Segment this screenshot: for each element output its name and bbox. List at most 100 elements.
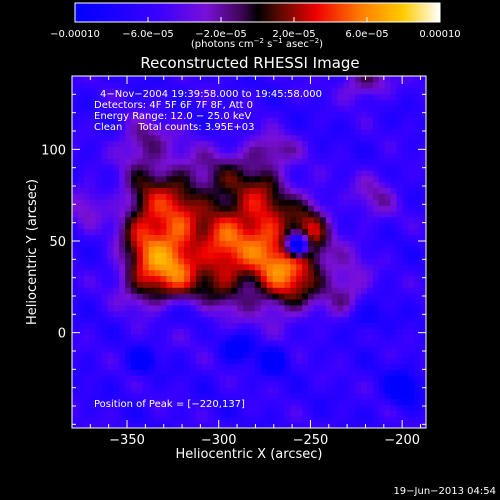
heatmap-cell bbox=[278, 345, 285, 353]
heatmap-cell bbox=[384, 398, 392, 406]
heatmap-cell bbox=[83, 175, 91, 183]
heatmap-cell bbox=[131, 93, 138, 101]
heatmap-cell bbox=[408, 357, 415, 365]
heatmap-cell bbox=[178, 199, 185, 206]
heatmap-cell bbox=[319, 158, 327, 165]
heatmap-cell bbox=[349, 105, 356, 112]
heatmap-cell bbox=[225, 240, 232, 247]
heatmap-cell bbox=[131, 392, 138, 400]
heatmap-cell bbox=[272, 76, 280, 83]
heatmap-cell bbox=[254, 386, 262, 394]
heatmap-cell bbox=[260, 281, 268, 288]
heatmap-cell bbox=[402, 105, 409, 112]
heatmap-cell bbox=[219, 158, 226, 165]
heatmap-cell bbox=[284, 363, 291, 370]
heatmap-cell bbox=[414, 275, 421, 282]
heatmap-cell bbox=[290, 140, 297, 147]
heatmap-cell bbox=[231, 263, 238, 271]
heatmap-cell bbox=[296, 199, 303, 206]
heatmap-cell bbox=[83, 228, 91, 235]
heatmap-cell bbox=[325, 128, 333, 136]
heatmap-cell bbox=[266, 310, 274, 318]
heatmap-cell bbox=[272, 275, 280, 282]
heatmap-cell bbox=[166, 257, 173, 265]
heatmap-cell bbox=[237, 93, 244, 101]
heatmap-cell bbox=[249, 298, 256, 306]
heatmap-cell bbox=[231, 357, 238, 365]
heatmap-cell bbox=[302, 287, 309, 294]
heatmap-cell bbox=[207, 158, 215, 165]
heatmap-cell bbox=[107, 216, 114, 224]
heatmap-cell bbox=[325, 281, 333, 288]
heatmap-cell bbox=[284, 216, 291, 224]
heatmap-cell bbox=[278, 199, 285, 206]
heatmap-cell bbox=[219, 140, 226, 147]
heatmap-cell bbox=[402, 422, 409, 428]
heatmap-cell bbox=[296, 222, 303, 230]
heatmap-cell bbox=[172, 240, 179, 247]
heatmap-cell bbox=[77, 281, 85, 288]
heatmap-cell bbox=[119, 334, 126, 341]
heatmap-cell bbox=[361, 99, 368, 106]
heatmap-cell bbox=[402, 275, 409, 282]
heatmap-cell bbox=[148, 392, 156, 400]
heatmap-cell bbox=[125, 375, 132, 382]
heatmap-cell bbox=[95, 298, 103, 306]
heatmap-cell bbox=[160, 175, 167, 183]
heatmap-cell bbox=[302, 375, 309, 382]
heatmap-cell bbox=[372, 111, 380, 118]
heatmap-cell bbox=[184, 234, 191, 241]
heatmap-cell bbox=[372, 205, 380, 212]
heatmap-cell bbox=[361, 117, 368, 124]
heatmap-cell bbox=[284, 81, 291, 89]
heatmap-cell bbox=[213, 93, 221, 101]
heatmap-cell bbox=[201, 81, 209, 89]
heatmap-cell bbox=[319, 257, 327, 265]
heatmap-cell bbox=[195, 216, 203, 224]
heatmap-cell bbox=[313, 363, 321, 370]
heatmap-cell bbox=[148, 422, 156, 428]
heatmap-cell bbox=[372, 252, 380, 259]
heatmap-cell bbox=[313, 240, 321, 247]
heatmap-cell bbox=[219, 345, 226, 353]
heatmap-cell bbox=[225, 386, 232, 394]
heatmap-cell bbox=[296, 392, 303, 400]
heatmap-cell bbox=[113, 105, 120, 112]
heatmap-cell bbox=[160, 128, 167, 136]
heatmap-cell bbox=[408, 269, 415, 277]
heatmap-cell bbox=[308, 363, 315, 370]
heatmap-cell bbox=[243, 269, 250, 277]
heatmap-cell bbox=[331, 81, 339, 89]
heatmap-cell bbox=[254, 375, 262, 382]
heatmap-cell bbox=[319, 334, 327, 341]
heatmap-cell bbox=[219, 152, 226, 159]
heatmap-cell bbox=[290, 111, 297, 118]
heatmap-cell bbox=[213, 392, 221, 400]
heatmap-cell bbox=[231, 304, 238, 312]
heatmap-cell bbox=[390, 111, 398, 118]
heatmap-cell bbox=[414, 134, 421, 142]
heatmap-cell bbox=[225, 158, 232, 165]
heatmap-cell bbox=[213, 257, 221, 265]
heatmap-cell bbox=[119, 111, 126, 118]
heatmap-cell bbox=[243, 410, 250, 417]
heatmap-cell bbox=[396, 152, 403, 159]
heatmap-cell bbox=[378, 169, 386, 177]
heatmap-cell bbox=[396, 263, 403, 271]
heatmap-cell bbox=[349, 386, 356, 394]
heatmap-cell bbox=[355, 111, 362, 118]
heatmap-cell bbox=[142, 375, 150, 382]
heatmap-cell bbox=[166, 210, 173, 218]
heatmap-cell bbox=[184, 322, 191, 329]
heatmap-cell bbox=[266, 122, 274, 130]
heatmap-cell bbox=[331, 169, 339, 177]
heatmap-cell bbox=[319, 169, 327, 177]
heatmap-cell bbox=[296, 369, 303, 376]
heatmap-cell bbox=[313, 76, 321, 83]
heatmap-cell bbox=[402, 316, 409, 323]
heatmap-cell bbox=[237, 152, 244, 159]
heatmap-cell bbox=[367, 298, 374, 306]
heatmap-cell bbox=[237, 334, 244, 341]
heatmap-cell bbox=[390, 275, 398, 282]
heatmap-cell bbox=[266, 246, 274, 253]
